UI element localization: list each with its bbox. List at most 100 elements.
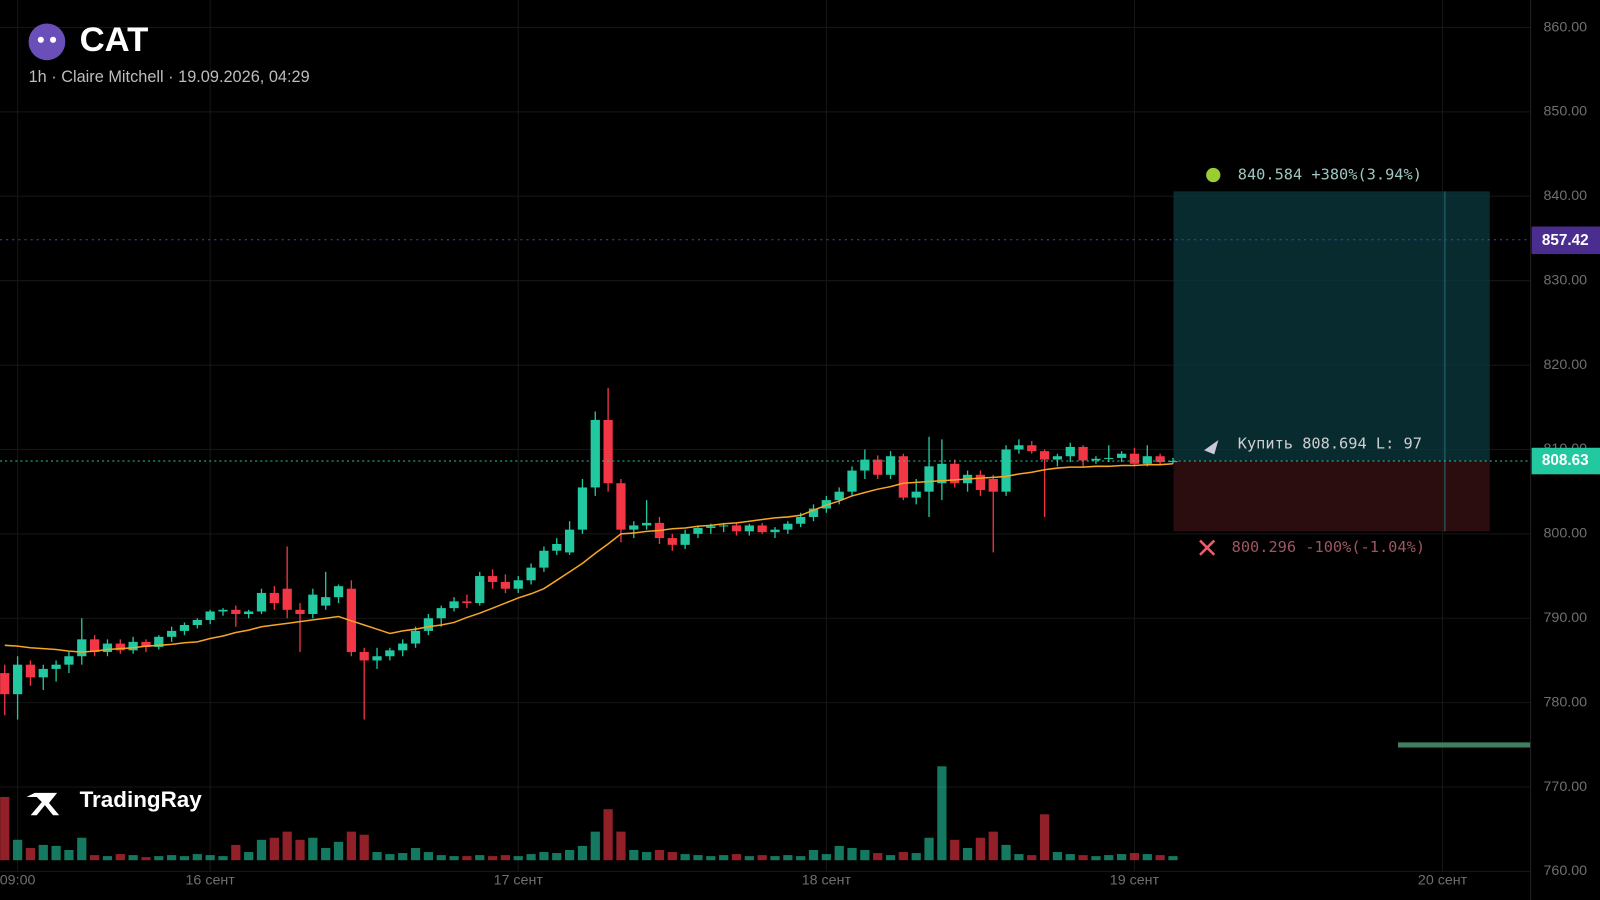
volume-bar bbox=[77, 837, 87, 861]
candles-layer bbox=[0, 387, 1531, 720]
volume-bar bbox=[654, 850, 665, 861]
candle-body bbox=[577, 487, 588, 530]
volume-bar bbox=[744, 856, 754, 861]
candle-body bbox=[0, 673, 10, 695]
stop-icon bbox=[1199, 539, 1216, 556]
candle-body bbox=[783, 523, 793, 530]
volume-bar bbox=[12, 839, 23, 861]
x-tick-label: 19 сент bbox=[1110, 872, 1160, 888]
candle-body bbox=[167, 630, 177, 637]
volume-bar bbox=[719, 855, 729, 861]
candle-body bbox=[988, 479, 998, 492]
current-price-tag: 808.63 bbox=[1542, 452, 1589, 469]
volume-bar bbox=[975, 837, 986, 861]
candle-body bbox=[911, 491, 921, 498]
volume-bar bbox=[1078, 855, 1088, 861]
candle-body bbox=[1155, 456, 1165, 463]
header: CAT 1h · Claire Mitchell · 19.09.2026, 0… bbox=[28, 21, 310, 86]
brand-name: TradingRay bbox=[80, 787, 203, 812]
volume-bar bbox=[192, 854, 202, 861]
volume-bar bbox=[808, 850, 819, 861]
volume-bar bbox=[603, 809, 613, 861]
volume-bar bbox=[102, 856, 113, 861]
symbol-title: CAT bbox=[80, 21, 149, 59]
volume-bar bbox=[616, 831, 626, 861]
volume-bar bbox=[333, 841, 344, 861]
volume-bar bbox=[51, 845, 61, 861]
volume-bar bbox=[988, 831, 998, 861]
y-tick-label: 800.00 bbox=[1543, 526, 1587, 542]
candle-body bbox=[154, 636, 164, 647]
x-tick-label: 20 сент bbox=[1418, 872, 1468, 888]
icon-eye bbox=[50, 36, 57, 43]
y-tick-label: 780.00 bbox=[1543, 694, 1587, 710]
candle-body bbox=[808, 508, 819, 517]
volume-bar bbox=[308, 837, 318, 861]
volume-bar bbox=[295, 839, 305, 861]
candle-body bbox=[847, 470, 857, 492]
candle-body bbox=[821, 500, 831, 509]
volume-bar bbox=[179, 856, 190, 861]
candle-body bbox=[603, 419, 613, 484]
volume-bar bbox=[0, 796, 10, 861]
price-tag-bg bbox=[1531, 226, 1600, 255]
moving-average bbox=[4, 463, 1174, 653]
grid bbox=[0, 0, 1531, 872]
candle-body bbox=[693, 527, 703, 534]
y-tick-label: 830.00 bbox=[1543, 272, 1587, 288]
candle-body bbox=[1065, 446, 1075, 457]
axis-layer: 860.00850.00840.00830.00820.00810.00800.… bbox=[0, 19, 1600, 888]
volume-layer bbox=[0, 766, 1178, 861]
volume-bar bbox=[924, 837, 934, 861]
volume-bar bbox=[590, 831, 600, 861]
y-tick-label: 860.00 bbox=[1543, 19, 1587, 35]
candle-body bbox=[64, 656, 74, 665]
candle-body bbox=[860, 459, 870, 471]
candle-body bbox=[1039, 451, 1050, 460]
volume-bar bbox=[885, 855, 896, 861]
volume-bar bbox=[167, 855, 177, 861]
candle-body bbox=[89, 639, 100, 653]
entry-label: Купить 808.694 L: 97 bbox=[1238, 435, 1422, 453]
volume-bar bbox=[911, 853, 921, 861]
volume-bar bbox=[898, 852, 908, 861]
candle-body bbox=[141, 641, 151, 647]
candle-body bbox=[616, 483, 626, 530]
candle-body bbox=[1027, 445, 1037, 452]
candle-body bbox=[462, 601, 472, 604]
candle-body bbox=[1014, 445, 1024, 450]
candle-body bbox=[552, 543, 562, 551]
volume-bar bbox=[1129, 853, 1140, 861]
volume-bar bbox=[346, 831, 356, 861]
candle-body bbox=[796, 516, 806, 524]
volume-bar bbox=[1039, 814, 1050, 861]
volume-bar bbox=[64, 850, 74, 861]
volume-bar bbox=[962, 847, 973, 861]
candle-body bbox=[372, 656, 382, 661]
candle-body bbox=[308, 594, 318, 615]
candle-body bbox=[1168, 461, 1178, 463]
candle-body bbox=[680, 533, 690, 545]
volume-bar bbox=[410, 847, 421, 861]
take-label: 840.584 +380%(3.94%) bbox=[1238, 166, 1422, 184]
x-tick-label: 17 сент bbox=[494, 872, 544, 888]
icon-eye bbox=[37, 36, 44, 43]
y-tick-label: 840.00 bbox=[1543, 188, 1587, 204]
candle-body bbox=[526, 567, 536, 581]
candle-body bbox=[629, 525, 639, 530]
candle-body bbox=[128, 641, 138, 651]
volume-bar bbox=[25, 847, 36, 861]
volume-bar bbox=[552, 853, 562, 861]
y-tick-label: 820.00 bbox=[1543, 357, 1587, 373]
volume-bar bbox=[154, 856, 164, 861]
brand-logo bbox=[26, 792, 60, 816]
volume-bar bbox=[834, 845, 844, 861]
volume-bar bbox=[950, 839, 960, 861]
volume-bar bbox=[269, 837, 279, 861]
volume-bar bbox=[487, 856, 498, 861]
volume-bar bbox=[372, 852, 382, 861]
volume-bar bbox=[821, 854, 831, 861]
volume-bar bbox=[731, 854, 742, 861]
candle-body bbox=[744, 525, 754, 532]
